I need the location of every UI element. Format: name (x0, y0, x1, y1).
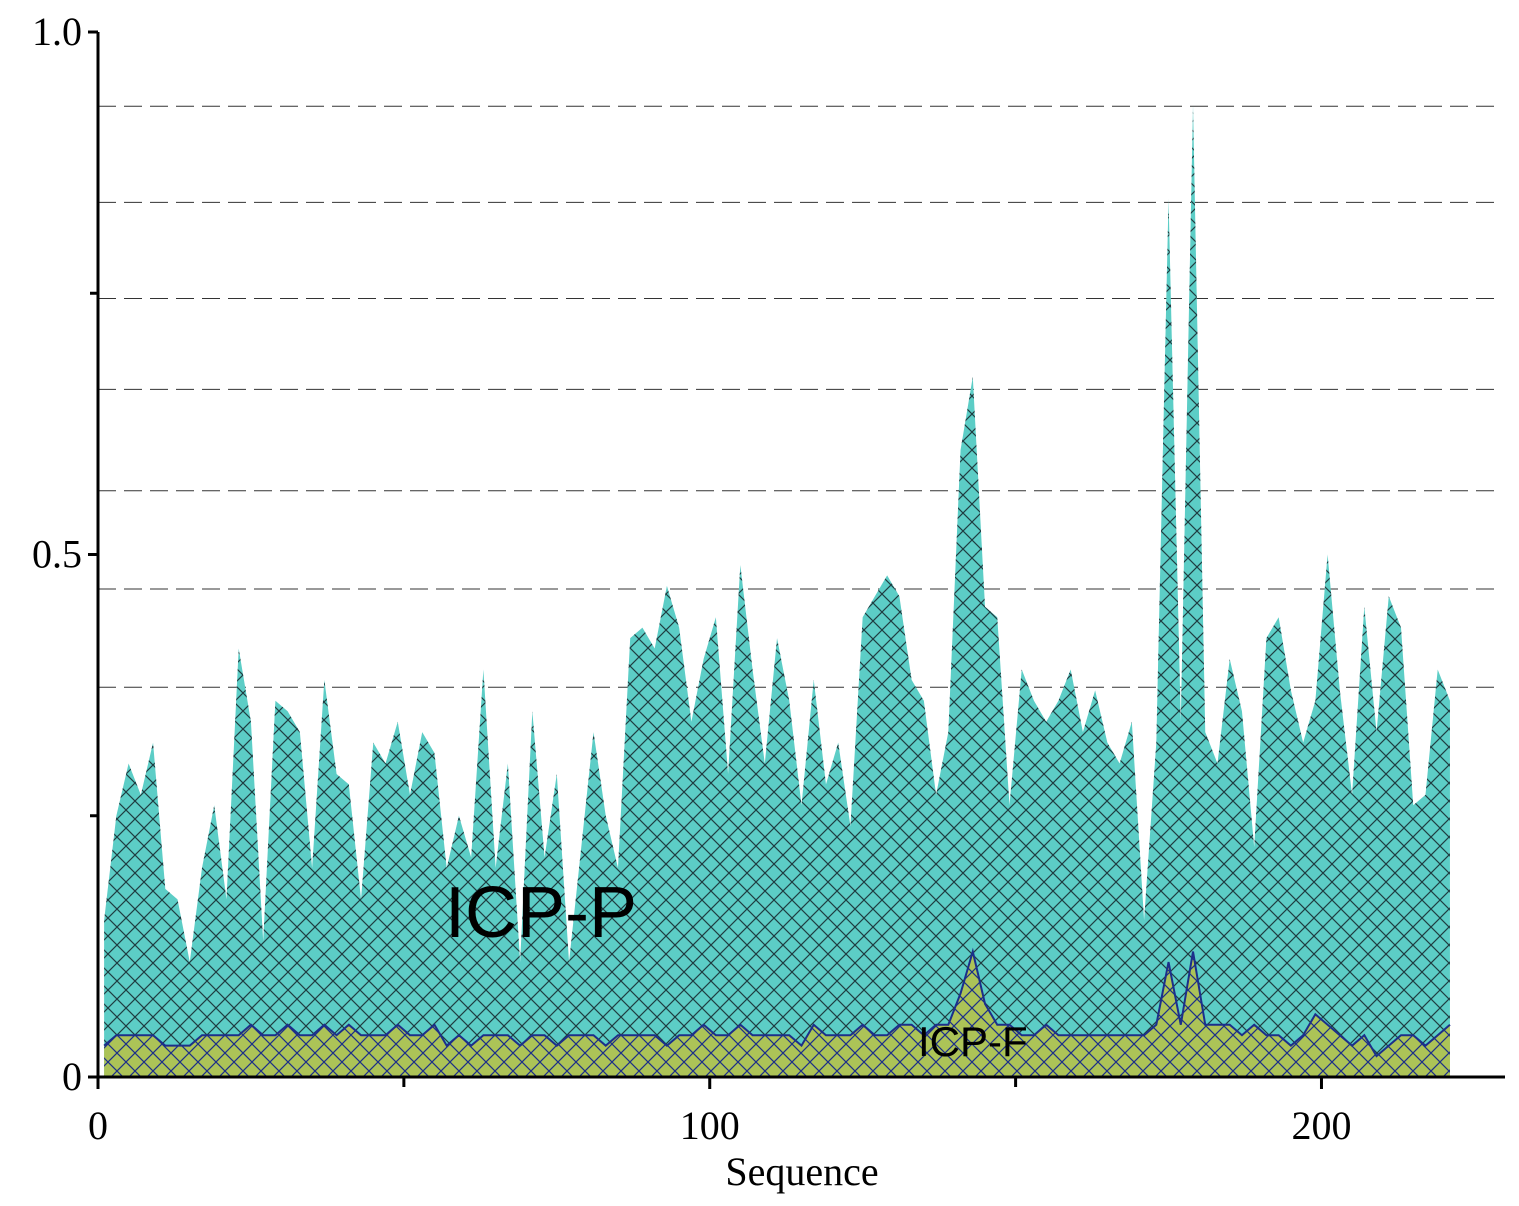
annotation: ICP-F (918, 1018, 1028, 1065)
annotation: ICP-P (445, 873, 637, 953)
area-hatch (104, 951, 1450, 1077)
plot-area (98, 105, 1495, 1077)
x-axis-label: Sequence (725, 1149, 878, 1194)
y-tick-label: 0 (62, 1054, 82, 1099)
x-tick-label: 100 (680, 1103, 740, 1148)
area-hatch (104, 105, 1450, 1077)
x-tick-label: 200 (1291, 1103, 1351, 1148)
area-edge (103, 947, 1451, 1058)
x-tick-label: 0 (88, 1103, 108, 1148)
y-tick-label: 1.0 (32, 9, 82, 54)
y-tick-label: 0.5 (32, 532, 82, 577)
